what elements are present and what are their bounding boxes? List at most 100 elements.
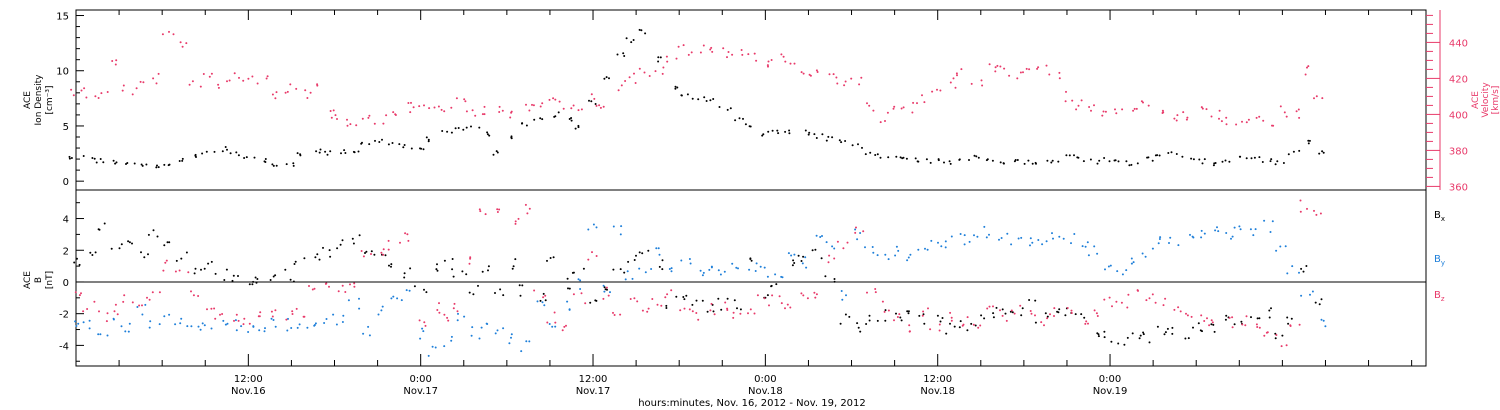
density-point xyxy=(525,124,528,127)
Bx-point xyxy=(1171,332,1174,335)
By-point xyxy=(790,254,793,257)
velocity-point xyxy=(498,105,501,108)
density-point xyxy=(762,133,765,136)
Bx-point xyxy=(274,274,277,277)
Bx-point xyxy=(256,278,259,280)
density-point xyxy=(329,150,332,153)
velocity-point xyxy=(996,64,999,67)
By-point xyxy=(1238,225,1241,228)
By-point xyxy=(298,323,301,326)
Bx-point xyxy=(1139,334,1142,337)
velocity-point xyxy=(1037,66,1040,69)
Bx-point xyxy=(1274,337,1277,340)
Bx-point xyxy=(131,242,133,245)
density-point xyxy=(163,163,166,166)
Bz-point xyxy=(1019,304,1022,307)
velocity-point xyxy=(1313,97,1315,100)
Bx-point xyxy=(1302,270,1305,273)
Bz-point xyxy=(424,324,427,327)
velocity-point xyxy=(836,82,839,85)
top-left-tick-label: 10 xyxy=(56,67,69,78)
Bz-point xyxy=(164,261,167,264)
By-point xyxy=(976,235,979,238)
velocity-point xyxy=(868,104,871,107)
density-point xyxy=(686,93,689,96)
density-point xyxy=(427,138,430,141)
velocity-point xyxy=(572,104,575,107)
density-point xyxy=(224,146,227,148)
density-point xyxy=(420,147,423,150)
By-point xyxy=(335,323,338,326)
top-right-ylabel-line-2: Velocity xyxy=(1481,82,1491,118)
x-tick-label-date: Nov.18 xyxy=(748,386,783,397)
velocity-point xyxy=(385,114,388,117)
Bz-point xyxy=(595,255,598,257)
Bz-point xyxy=(646,310,649,313)
velocity-point xyxy=(994,70,997,73)
velocity-point xyxy=(228,79,231,82)
By-point xyxy=(626,270,629,273)
axis-labels: ACE Ion Density [cm⁻³] ACE Velocity [km/… xyxy=(23,74,1500,409)
Bz-point xyxy=(469,256,472,259)
velocity-point xyxy=(114,63,117,66)
By-point xyxy=(998,238,1000,241)
Bz-point xyxy=(950,316,953,319)
Bx-point xyxy=(658,265,661,268)
density-point xyxy=(478,126,481,129)
Bx-point xyxy=(695,299,698,302)
density-point xyxy=(674,85,677,88)
density-point xyxy=(876,153,879,156)
density-point xyxy=(495,150,498,153)
density-point xyxy=(296,152,299,155)
Bz-point xyxy=(992,305,994,308)
velocity-point xyxy=(802,72,805,75)
velocity-point xyxy=(1090,109,1092,112)
Bz-point xyxy=(1040,321,1043,324)
By-point xyxy=(381,305,384,308)
density-point xyxy=(574,127,577,130)
Bx-point xyxy=(1034,299,1037,302)
By-point xyxy=(201,322,204,325)
By-point xyxy=(864,246,866,249)
By-point xyxy=(595,226,598,229)
velocity-point xyxy=(355,124,358,127)
velocity-point xyxy=(135,87,138,90)
velocity-point xyxy=(1220,120,1223,123)
density-point xyxy=(1270,158,1273,161)
velocity-point xyxy=(1080,99,1083,102)
By-point xyxy=(296,326,299,329)
Bx-point xyxy=(468,291,471,294)
By-point xyxy=(502,327,505,330)
Bz-point xyxy=(666,293,669,296)
Bx-point xyxy=(966,329,969,332)
Bz-point xyxy=(1256,326,1259,328)
density-point xyxy=(470,125,472,128)
By-point xyxy=(1130,262,1133,265)
Bx-point xyxy=(370,250,373,253)
By-point xyxy=(456,319,459,322)
Bz-point xyxy=(1299,210,1302,213)
Bz-point xyxy=(418,319,421,322)
Bx-point xyxy=(120,243,123,246)
Bx-point xyxy=(1103,336,1106,339)
By-point xyxy=(240,325,243,328)
By-point xyxy=(77,322,80,325)
density-point xyxy=(968,159,970,161)
density-point xyxy=(292,162,295,165)
By-point xyxy=(396,297,399,300)
Bz-point xyxy=(308,285,310,287)
velocity-point xyxy=(599,106,602,109)
density-point xyxy=(815,137,818,139)
velocity-point xyxy=(884,120,886,122)
Bz-point xyxy=(1049,313,1051,316)
top-panel-marks xyxy=(68,28,1325,169)
Bz-point xyxy=(235,313,238,316)
density-point xyxy=(1292,150,1295,153)
Bz-point xyxy=(1013,312,1016,315)
density-point xyxy=(237,154,240,157)
velocity-point xyxy=(72,94,75,97)
By-point xyxy=(313,324,316,327)
By-point xyxy=(390,297,393,300)
density-point xyxy=(324,150,327,153)
Bx-point xyxy=(232,274,235,277)
